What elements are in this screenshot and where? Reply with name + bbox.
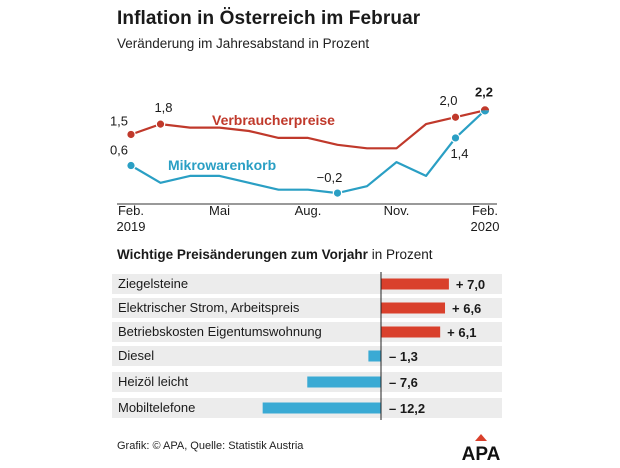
- data-point-marker: [126, 160, 136, 171]
- data-label: 1,8: [154, 100, 172, 115]
- legend-label-mikrowarenkorb: Mikrowarenkorb: [168, 157, 276, 173]
- bar-row: Heizöl leicht: [112, 372, 502, 392]
- data-point-marker: [332, 188, 343, 198]
- chart-title: Inflation in Österreich im Februar: [117, 8, 421, 29]
- bar-row: Ziegelsteine: [112, 274, 502, 294]
- bar-row: Mobiltelefone: [112, 398, 502, 418]
- x-tick-label: Feb.: [472, 203, 498, 218]
- logo-arrow-icon: [475, 434, 487, 441]
- line-chart: 1,5 1,8 2,0 2,2 0,6 −0,2 1,4 Verbraucherpreise M…: [110, 84, 500, 234]
- bar-chart-title-unit: in Prozent: [371, 247, 433, 262]
- x-tick-label: Nov.: [384, 203, 410, 218]
- bar-category-label: Heizöl leicht: [118, 374, 189, 389]
- data-point-marker: [480, 110, 490, 115]
- bar-chart-title-bold: Wichtige Preisänderungen zum Vorjahr: [117, 247, 368, 262]
- x-tick-label: Mai: [209, 203, 230, 218]
- data-point-marker: [450, 112, 461, 123]
- data-label: 2,2: [475, 84, 493, 99]
- logo-text: APA: [462, 444, 501, 462]
- bar-row: Elektrischer Strom, Arbeitspreis: [112, 298, 502, 318]
- x-tick-label-year: 2019: [117, 219, 146, 234]
- data-label: 2,0: [439, 93, 457, 108]
- data-point-marker: [480, 105, 490, 111]
- series-line-mikrowarenkorb: [130, 109, 486, 195]
- bar-category-label: Betriebskosten Eigentumswohnung: [118, 324, 322, 339]
- series-line-verbraucherpreise: [130, 109, 486, 150]
- legend-label-verbraucherpreise: Verbraucherpreise: [212, 112, 335, 128]
- data-label: 1,4: [450, 146, 468, 161]
- data-label: −0,2: [317, 170, 343, 185]
- bar-chart-title: Wichtige Preisänderungen zum Vorjahr in …: [117, 247, 433, 262]
- x-tick-label: Feb.: [118, 203, 144, 218]
- bar-category-label: Elektrischer Strom, Arbeitspreis: [118, 300, 300, 315]
- bar-row: Betriebskosten Eigentumswohnung: [112, 322, 502, 342]
- apa-logo: APA: [462, 434, 501, 462]
- data-point-marker: [450, 133, 461, 143]
- data-point-marker-outline: [479, 105, 491, 116]
- data-point-marker: [155, 119, 166, 129]
- bar-row: Diesel: [112, 346, 502, 366]
- bar-category-label: Mobiltelefone: [118, 400, 196, 415]
- chart-subtitle: Veränderung im Jahresabstand in Prozent: [117, 36, 370, 51]
- data-label: 0,6: [110, 143, 128, 158]
- bar-category-label: Diesel: [118, 348, 155, 363]
- data-point-marker: [126, 129, 136, 140]
- bar-category-label: Ziegelsteine: [118, 276, 189, 291]
- footer-credit: Grafik: © APA, Quelle: Statistik Austria: [117, 440, 304, 452]
- x-tick-label: Aug.: [295, 203, 322, 218]
- x-tick-label-year: 2020: [471, 219, 500, 234]
- data-label: 1,5: [110, 113, 128, 128]
